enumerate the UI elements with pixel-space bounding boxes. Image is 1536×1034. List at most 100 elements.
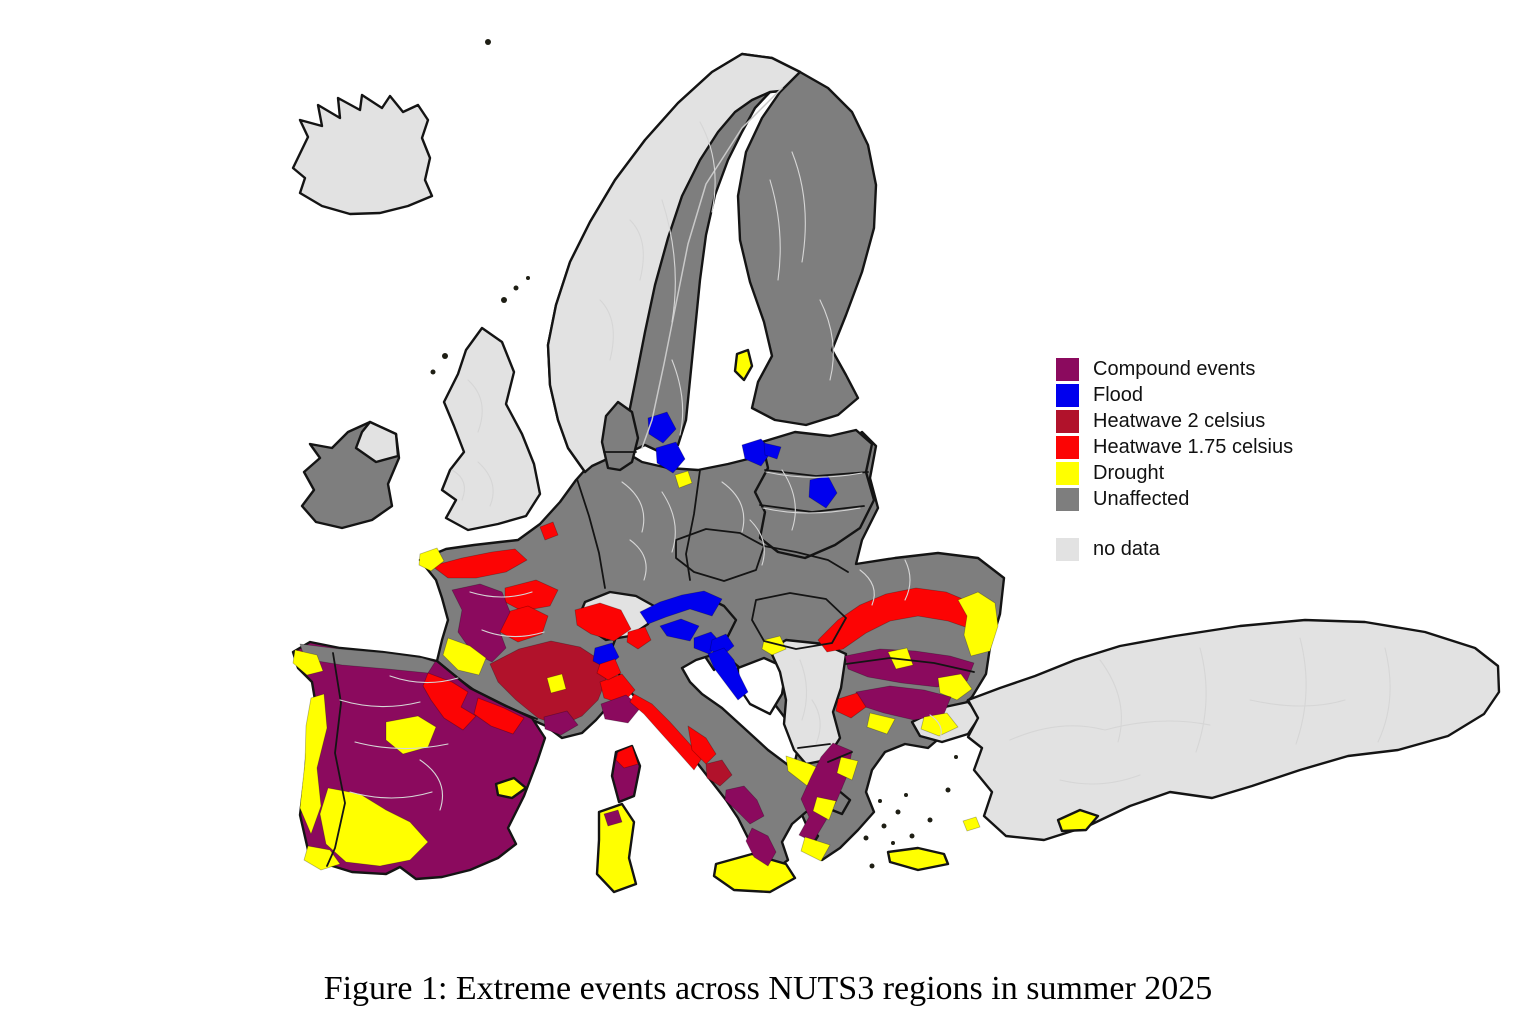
gr-yellow-2: [812, 796, 837, 821]
nuts-fi-1: [791, 151, 806, 263]
legend-item-heatwave2: Heatwave 2 celsius: [1056, 408, 1293, 434]
drought-swatch: [1056, 461, 1079, 485]
es-gray-north: [299, 643, 436, 674]
nuts-fi-3: [769, 179, 781, 281]
nuts-tr-7: [1249, 699, 1346, 707]
heatwave175-swatch: [1056, 435, 1079, 459]
turkey: [966, 618, 1501, 842]
legend-label: no data: [1093, 538, 1160, 560]
pl-blue-north2: [763, 442, 782, 460]
nuts-fi-2: [819, 299, 834, 381]
figure-caption: Figure 1: Extreme events across NUTS3 re…: [323, 970, 1213, 1007]
es-red-northeast: [422, 672, 477, 731]
island-speck: [909, 833, 915, 839]
legend-label: Heatwave 2 celsius: [1093, 410, 1266, 432]
majorca: [494, 776, 528, 800]
nuts-no-1: [599, 299, 614, 361]
border-latvia-lithuania: [759, 504, 865, 513]
fr-purple-roussillon: [543, 710, 579, 736]
nuts-no-2: [629, 219, 644, 281]
border-hungary: [751, 592, 847, 650]
northern-ireland: [354, 420, 400, 464]
border-czechia: [675, 528, 765, 582]
legend-item-drought: Drought: [1056, 460, 1293, 486]
it-red-tuscany: [687, 725, 717, 765]
gotland: [733, 348, 754, 382]
border-slovakia: [763, 545, 849, 573]
west-balkans: [768, 638, 848, 766]
nuts-es-4: [389, 675, 459, 684]
nuts-ro-2: [859, 569, 875, 606]
legend-label: Compound events: [1093, 358, 1256, 380]
island-speck: [904, 793, 908, 797]
cyprus: [1056, 808, 1100, 833]
legend-item-heatwave175: Heatwave 1.75 celsius: [1056, 434, 1293, 460]
ro-yellow-south: [937, 673, 973, 701]
nuts-pl-1: [721, 481, 745, 533]
fr-yellow-charente: [442, 637, 487, 676]
border-albania-greece: [797, 743, 831, 749]
legend-item-compound: Compound events: [1056, 356, 1293, 382]
es-yellow-south: [319, 787, 429, 867]
gr-yellow-peloponnese: [800, 836, 831, 862]
es-yellow-galicia: [292, 649, 324, 676]
nuts-balt-2: [762, 507, 861, 514]
border-france-germany: [576, 478, 606, 589]
it-red-liguria: [629, 693, 703, 771]
divide-norway-sweden: [641, 87, 783, 449]
nuts-es-3: [349, 791, 433, 799]
sardinia-top: [603, 809, 623, 827]
nuts-ro-1: [904, 559, 911, 601]
sardinia: [595, 802, 638, 894]
island-speck: [430, 369, 436, 375]
border-romania-bulgaria: [845, 657, 975, 673]
denmark: [600, 400, 640, 472]
island-speck: [891, 841, 895, 845]
island-speck: [526, 276, 530, 280]
legend: Compound events Flood Heatwave 2 celsius He…: [1056, 356, 1293, 562]
finland: [736, 70, 878, 427]
piedmont-red: [596, 658, 622, 681]
nuts-es-2: [354, 741, 449, 750]
nuts-uk-1: [467, 379, 483, 433]
fr-yellow-brittany: [418, 547, 445, 572]
island-speck: [881, 823, 887, 829]
nuts-uk-3: [451, 469, 465, 501]
compound-swatch: [1056, 357, 1079, 381]
island-speck: [927, 817, 933, 823]
legend-item-nodata: no data: [1056, 536, 1293, 562]
flood-swatch: [1056, 383, 1079, 407]
nuts-es-1: [339, 699, 421, 708]
united-kingdom: [440, 326, 542, 532]
de-yellow-ruegen: [674, 470, 693, 489]
crete: [886, 846, 950, 872]
nuts-pl-3: [749, 519, 765, 566]
legend-item-unaffected: Unaffected: [1056, 486, 1293, 512]
nuts-balt-1: [765, 471, 863, 478]
friuli-blue: [709, 633, 735, 657]
bg-red: [835, 692, 867, 719]
nuts-es-5: [419, 759, 444, 811]
nuts-rs-2: [811, 699, 821, 745]
alps-blue-band: [639, 590, 723, 625]
it-purple-calabria: [745, 827, 777, 867]
island-speck: [869, 863, 875, 869]
ro-yellow-coast: [957, 591, 999, 657]
unaffected-swatch: [1056, 487, 1079, 511]
nuts-tr-3: [1099, 659, 1122, 743]
nuts-fr-2: [481, 629, 545, 638]
island-speck: [895, 809, 901, 815]
pt-yellow-coast: [299, 693, 328, 835]
nuts-tr-6: [1377, 647, 1391, 743]
fr-red-north: [431, 548, 528, 579]
legend-label: Drought: [1093, 462, 1165, 484]
nuts-tr-5: [1295, 637, 1307, 745]
es-red-catalonia: [473, 697, 525, 735]
island-speck: [945, 787, 951, 793]
fr-purple-west: [451, 583, 511, 663]
nuts-se-1: [661, 199, 676, 323]
nuts-rs-1: [799, 659, 808, 721]
it-darkred-lazio: [705, 759, 733, 787]
border-pyrenees: [436, 660, 538, 720]
